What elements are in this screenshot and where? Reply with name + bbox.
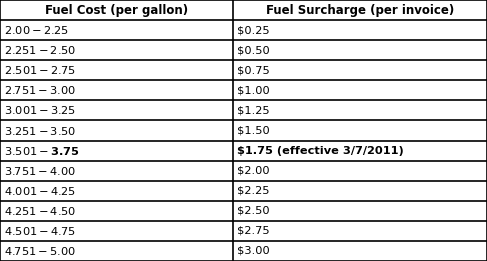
Text: $2.50: $2.50 — [237, 206, 269, 216]
Text: $3.501-$3.75: $3.501-$3.75 — [4, 145, 80, 157]
Text: $1.25: $1.25 — [237, 105, 269, 115]
Text: $2.251-$2.50: $2.251-$2.50 — [4, 44, 76, 56]
Text: $2.25: $2.25 — [237, 186, 269, 196]
Text: $4.001-$4.25: $4.001-$4.25 — [4, 185, 76, 197]
Bar — [233, 20, 487, 40]
Bar — [233, 221, 487, 241]
Bar — [233, 140, 487, 161]
Bar — [0, 221, 233, 241]
Bar — [0, 20, 233, 40]
Text: Fuel Surcharge (per invoice): Fuel Surcharge (per invoice) — [266, 4, 454, 16]
Bar — [0, 181, 233, 201]
Text: $1.00: $1.00 — [237, 85, 269, 95]
Bar — [233, 40, 487, 60]
Bar — [233, 100, 487, 121]
Text: $0.25: $0.25 — [237, 25, 269, 35]
Bar — [233, 241, 487, 261]
Bar — [0, 60, 233, 80]
Bar — [233, 121, 487, 140]
Text: $3.001-$3.25: $3.001-$3.25 — [4, 104, 76, 116]
Bar — [233, 60, 487, 80]
Bar — [233, 161, 487, 181]
Text: $3.251-$3.50: $3.251-$3.50 — [4, 124, 76, 137]
Text: $2.751-$3.00: $2.751-$3.00 — [4, 84, 76, 96]
Text: Fuel Cost (per gallon): Fuel Cost (per gallon) — [45, 4, 188, 16]
Text: $2.75: $2.75 — [237, 226, 269, 236]
Text: $0.50: $0.50 — [237, 45, 269, 55]
Bar — [233, 201, 487, 221]
Bar — [0, 40, 233, 60]
Bar — [0, 80, 233, 100]
Text: $2.501-$2.75: $2.501-$2.75 — [4, 64, 76, 76]
Bar — [0, 0, 233, 20]
Bar — [233, 181, 487, 201]
Text: $3.00: $3.00 — [237, 246, 269, 256]
Bar — [0, 121, 233, 140]
Bar — [0, 140, 233, 161]
Bar — [0, 201, 233, 221]
Text: $2.00: $2.00 — [237, 166, 269, 176]
Text: $4.251-$4.50: $4.251-$4.50 — [4, 205, 76, 217]
Text: $4.501-$4.75: $4.501-$4.75 — [4, 225, 76, 237]
Text: $2.00-$2.25: $2.00-$2.25 — [4, 24, 69, 36]
Bar — [233, 0, 487, 20]
Bar — [0, 241, 233, 261]
Text: $0.75: $0.75 — [237, 65, 269, 75]
Bar — [0, 100, 233, 121]
Text: $4.751-$5.00: $4.751-$5.00 — [4, 245, 76, 257]
Text: $3.751-$4.00: $3.751-$4.00 — [4, 165, 76, 177]
Bar — [233, 80, 487, 100]
Text: $1.75 (effective 3/7/2011): $1.75 (effective 3/7/2011) — [237, 146, 403, 156]
Text: $1.50: $1.50 — [237, 126, 269, 135]
Bar — [0, 161, 233, 181]
